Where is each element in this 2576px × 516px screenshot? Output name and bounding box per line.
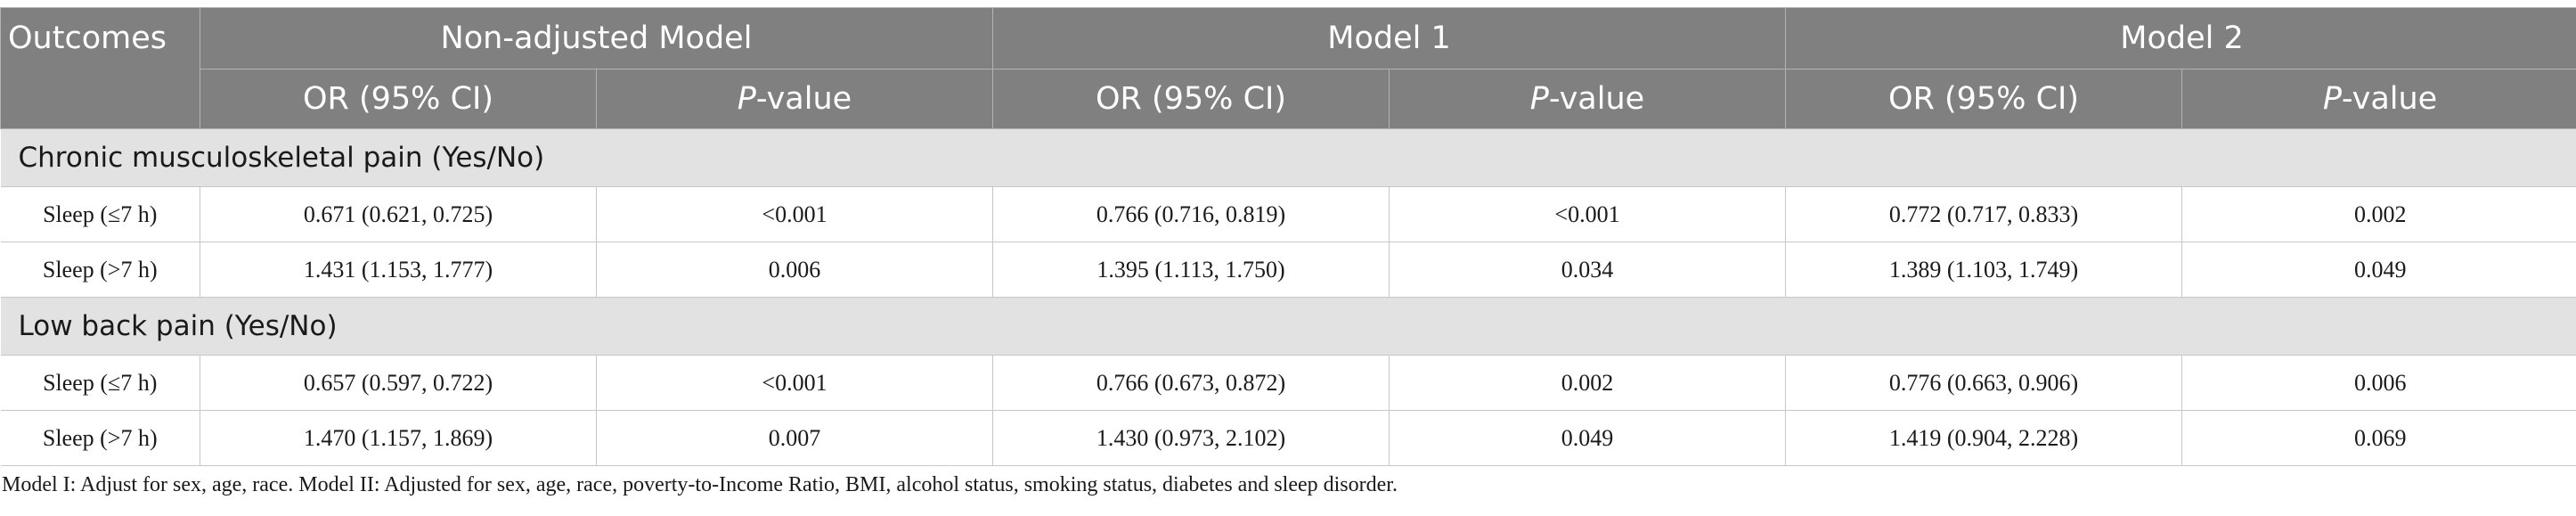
cell-or: 0.671 (0.621, 0.725): [200, 186, 597, 242]
table-row: Sleep (≤7 h) 0.657 (0.597, 0.722) <0.001…: [0, 355, 2576, 411]
header-model-nonadjusted: Non-adjusted Model: [200, 7, 993, 70]
cell-p: 0.002: [1388, 355, 1786, 411]
cell-or: 0.772 (0.717, 0.833): [1785, 186, 2182, 242]
cell-or: 0.766 (0.673, 0.872): [992, 355, 1390, 411]
header-p-value: P-value: [1388, 69, 1787, 129]
cell-or: 1.430 (0.973, 2.102): [992, 410, 1390, 466]
cell-p: 0.034: [1388, 242, 1786, 298]
header-or-ci: OR (95% CI): [992, 69, 1390, 129]
cell-or: 1.389 (1.103, 1.749): [1785, 242, 2182, 298]
cell-p: 0.006: [2181, 355, 2576, 411]
cell-p: 0.069: [2181, 410, 2576, 466]
row-label: Sleep (≤7 h): [0, 186, 200, 242]
results-table: Outcomes Non-adjusted Model Model 1 Mode…: [0, 7, 2576, 466]
cell-or: 1.470 (1.157, 1.869): [200, 410, 597, 466]
cell-p: 0.049: [1388, 410, 1786, 466]
header-model-1: Model 1: [991, 7, 1787, 70]
table-row: Sleep (≤7 h) 0.671 (0.621, 0.725) <0.001…: [0, 186, 2576, 242]
cell-or: 1.419 (0.904, 2.228): [1785, 410, 2182, 466]
cell-p: <0.001: [1388, 186, 1786, 242]
table-footnote: Model I: Adjust for sex, age, race. Mode…: [2, 473, 1398, 496]
cell-p: 0.002: [2181, 186, 2576, 242]
header-p-value: P-value: [596, 69, 993, 129]
cell-p: 0.006: [596, 242, 993, 298]
section-title: Chronic musculoskeletal pain (Yes/No): [0, 128, 2576, 187]
cell-or: 1.395 (1.113, 1.750): [992, 242, 1390, 298]
table-row: Sleep (>7 h) 1.470 (1.157, 1.869) 0.007 …: [0, 410, 2576, 466]
cell-p: 0.049: [2181, 242, 2576, 298]
row-label: Sleep (>7 h): [0, 410, 200, 466]
header-p-value: P-value: [2181, 69, 2576, 129]
header-outcomes: Outcomes: [0, 7, 200, 129]
header-model-2: Model 2: [1785, 7, 2576, 70]
table-row: Sleep (>7 h) 1.431 (1.153, 1.777) 0.006 …: [0, 242, 2576, 298]
header-or-ci: OR (95% CI): [200, 69, 597, 129]
cell-or: 0.776 (0.663, 0.906): [1785, 355, 2182, 411]
section-title: Low back pain (Yes/No): [0, 297, 2576, 356]
cell-or: 0.657 (0.597, 0.722): [200, 355, 597, 411]
header-row-metrics: OR (95% CI) P-value OR (95% CI) P-value …: [1, 69, 2576, 129]
cell-or: 0.766 (0.716, 0.819): [992, 186, 1390, 242]
cell-p: <0.001: [596, 186, 993, 242]
cell-p: 0.007: [596, 410, 993, 466]
row-label: Sleep (≤7 h): [0, 355, 200, 411]
header-row-models: Outcomes Non-adjusted Model Model 1 Mode…: [0, 7, 2576, 129]
section-row: Chronic musculoskeletal pain (Yes/No): [0, 128, 2576, 187]
section-row: Low back pain (Yes/No): [0, 297, 2576, 356]
cell-p: <0.001: [596, 355, 993, 411]
results-table-container: Outcomes Non-adjusted Model Model 1 Mode…: [0, 7, 2576, 466]
header-or-ci: OR (95% CI): [1785, 69, 2183, 129]
cell-or: 1.431 (1.153, 1.777): [200, 242, 597, 298]
row-label: Sleep (>7 h): [0, 242, 200, 298]
